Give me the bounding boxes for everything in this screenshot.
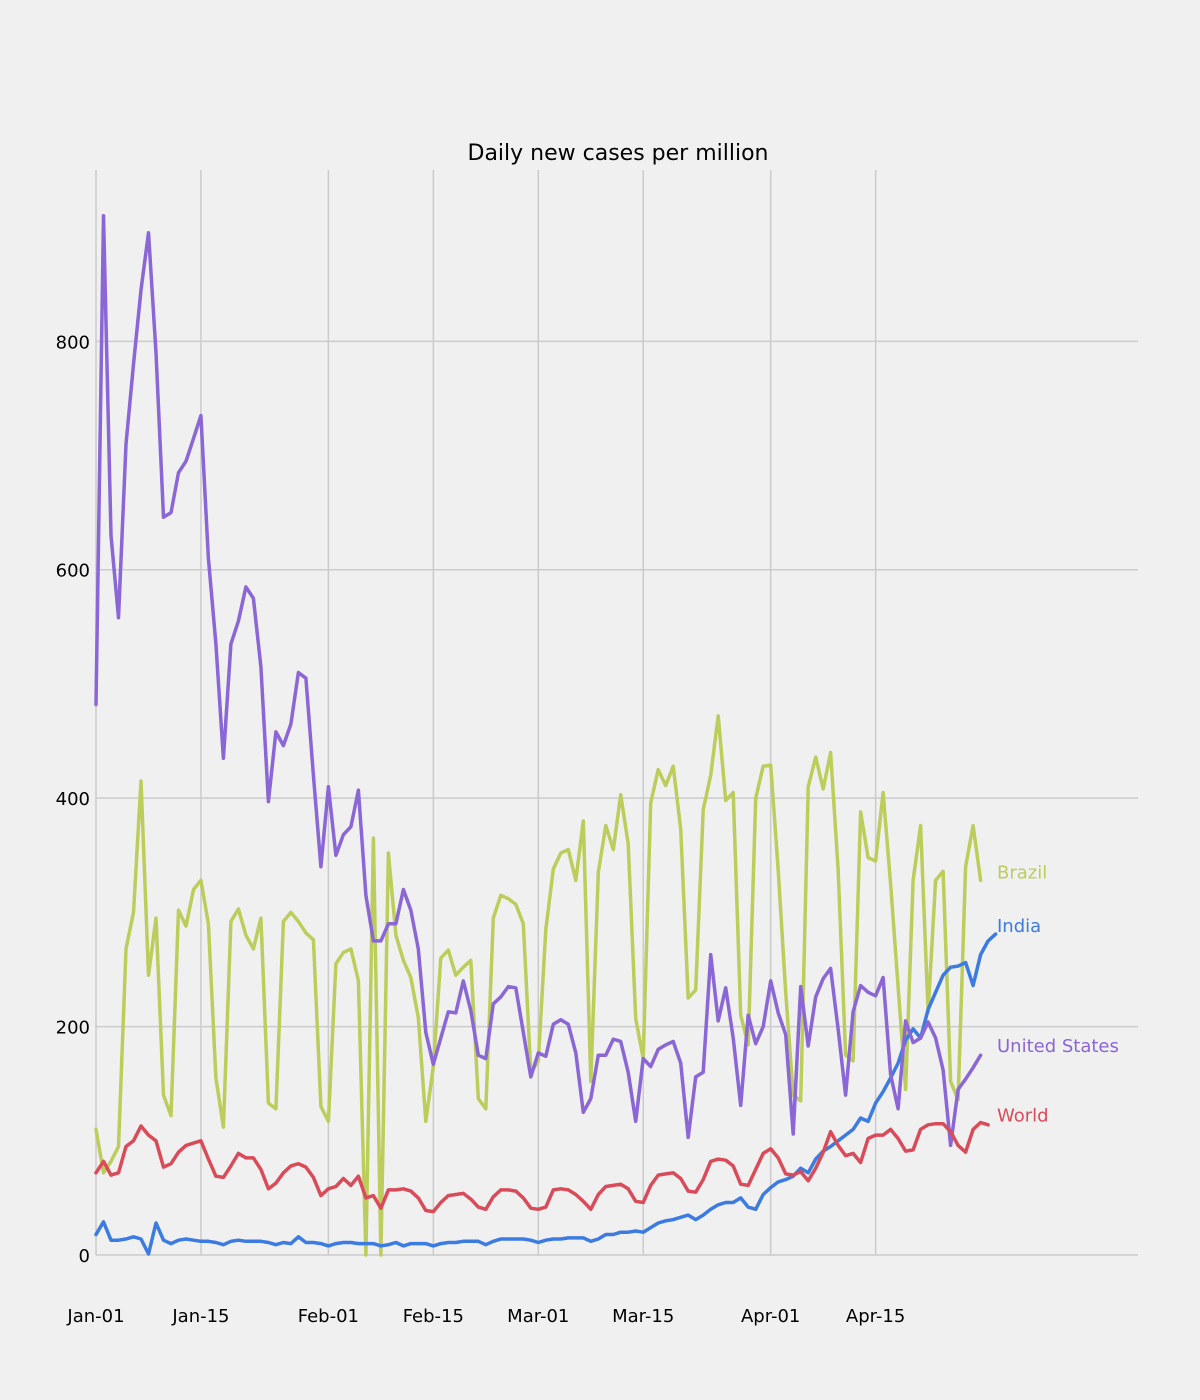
y-tick-label: 0 [79,1246,90,1267]
x-tick-label: Jan-15 [171,1306,229,1327]
x-tick-label: Feb-01 [298,1306,359,1327]
x-tick-label: Feb-15 [403,1306,464,1327]
x-axis-tick-labels: Jan-01 Jan-15 Feb-01 Feb-15 Mar-01 Mar-15 Apr-… [66,1306,905,1327]
legend-label-brazil: Brazil [997,862,1047,883]
legend-label-world: World [997,1106,1049,1127]
x-gridlines [95,170,877,1256]
x-tick-label: Mar-01 [507,1306,569,1327]
series-line-india [94,932,998,1256]
x-tick-label: Mar-15 [612,1306,674,1327]
series-line-united-states [94,213,983,1148]
y-tick-label: 800 [56,332,90,353]
series-line-world [94,1120,990,1214]
inline-legend: Brazil India United States World [997,862,1119,1126]
y-tick-label: 600 [56,561,90,582]
legend-label-united-states: United States [997,1036,1119,1057]
chart-title: Daily new cases per million [468,141,769,166]
series-lines [94,213,998,1257]
x-tick-label: Apr-15 [846,1306,905,1327]
legend-label-india: India [997,916,1041,937]
x-tick-label: Apr-01 [741,1306,800,1327]
y-axis-tick-labels: 0 200 400 600 800 [56,332,90,1267]
x-tick-label: Jan-01 [66,1306,124,1327]
y-tick-label: 200 [56,1018,90,1039]
series-line-brazil [94,714,983,1257]
y-tick-label: 400 [56,789,90,810]
y-gridlines [96,340,1138,1256]
